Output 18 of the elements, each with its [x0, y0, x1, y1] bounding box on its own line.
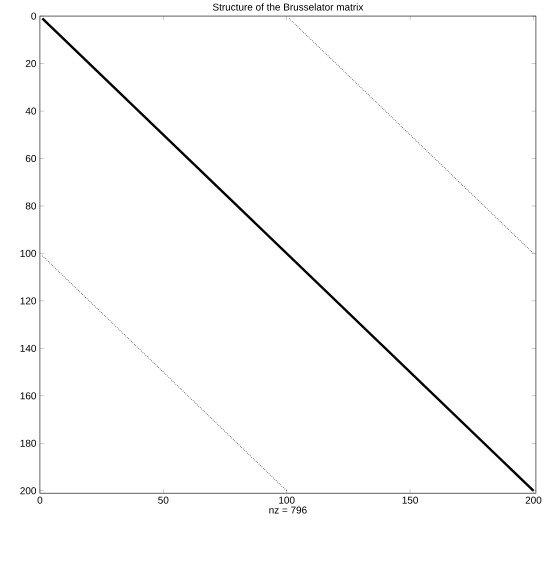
y-tick-label: 60 — [26, 154, 36, 162]
x-tick-label: 100 — [279, 496, 295, 504]
y-tick-label: 180 — [20, 440, 36, 447]
chart-title: Structure of the Brusselator matrix — [212, 3, 364, 11]
y-tick-label: 140 — [20, 344, 36, 352]
y-tick-label: 40 — [26, 108, 36, 115]
x-tick-label: 0 — [38, 496, 42, 504]
y-tick-label: 100 — [20, 250, 36, 257]
y-tick-label: 160 — [20, 392, 36, 400]
y-tick-label: 0 — [31, 12, 36, 20]
x-tick-label: 150 — [402, 496, 418, 504]
y-tick-label: 120 — [20, 297, 36, 304]
y-tick-label: 80 — [26, 202, 36, 210]
y-tick-label: 200 — [20, 487, 36, 494]
x-axis-title: nz = 796 — [269, 506, 307, 514]
x-tick-label: 200 — [526, 496, 542, 504]
y-tick-label: 20 — [26, 60, 36, 68]
x-tick-label: 50 — [158, 496, 168, 504]
